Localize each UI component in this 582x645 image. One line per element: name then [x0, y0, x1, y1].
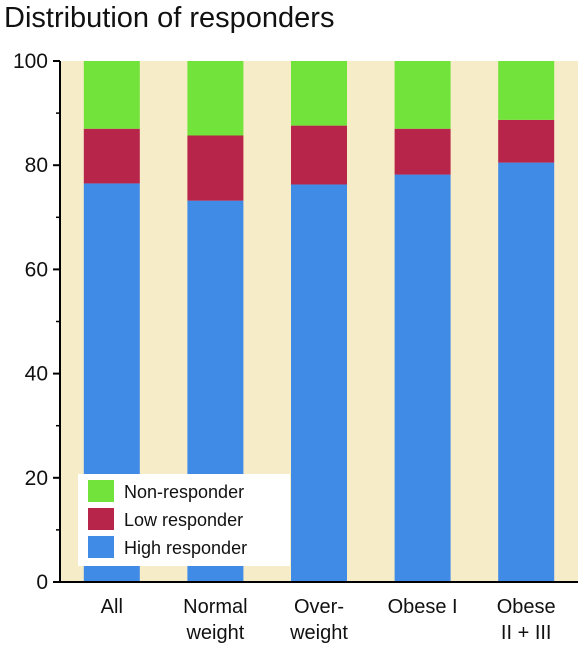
x-tick-label: All [101, 596, 123, 618]
y-tick-label: 60 [25, 258, 48, 281]
legend-label: Non-responder [124, 482, 244, 502]
bar-non-responder-1 [187, 61, 244, 136]
x-tick-label: Obese [497, 596, 556, 618]
y-tick-label: 100 [13, 50, 48, 73]
bar-low-responder-4 [498, 119, 555, 163]
bar-non-responder-3 [394, 61, 451, 129]
chart-title: Distribution of responders [4, 2, 335, 34]
legend-label: High responder [124, 538, 247, 558]
y-tick-label: 40 [25, 363, 48, 386]
bar-low-responder-0 [83, 128, 140, 184]
x-tick-label: Normal [183, 596, 247, 618]
x-tick-label: Over- [294, 596, 344, 618]
x-tick-label: Obese I [388, 596, 458, 618]
x-tick-label: II + III [501, 622, 552, 644]
bar-high-responder-3 [394, 174, 451, 582]
bar-non-responder-2 [291, 61, 347, 126]
y-tick-label: 80 [25, 154, 48, 177]
y-tick-label: 20 [25, 467, 48, 490]
bar-high-responder-4 [498, 162, 555, 582]
bar-non-responder-4 [498, 61, 555, 120]
bar-non-responder-0 [83, 61, 140, 129]
bar-low-responder-1 [187, 135, 244, 201]
legend-label: Low responder [124, 510, 243, 530]
legend-swatch [88, 480, 114, 502]
legend-swatch [88, 536, 114, 558]
x-tick-label: weight [185, 622, 244, 644]
bar-high-responder-2 [291, 184, 347, 583]
y-tick-label: 0 [36, 571, 48, 594]
x-tick-label: weight [289, 622, 348, 644]
legend-swatch [88, 508, 114, 530]
bar-low-responder-3 [394, 128, 451, 175]
bar-low-responder-2 [291, 125, 347, 185]
